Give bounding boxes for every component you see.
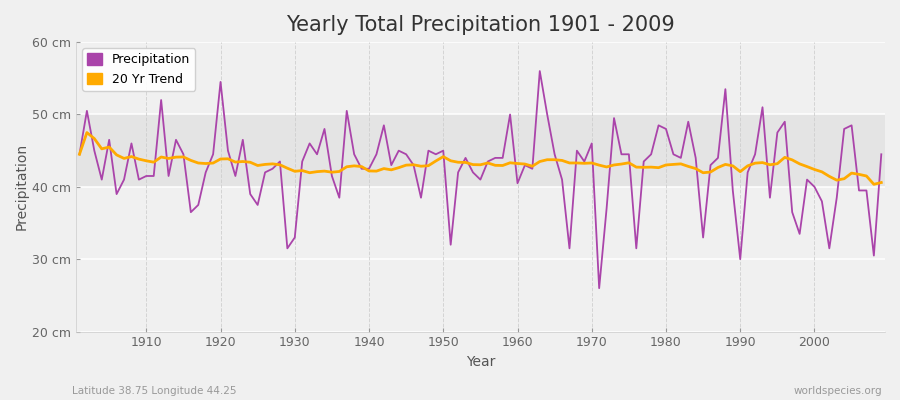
X-axis label: Year: Year [465,355,495,369]
Title: Yearly Total Precipitation 1901 - 2009: Yearly Total Precipitation 1901 - 2009 [286,15,675,35]
Precipitation [297,159,308,164]
20 Yr Trend [868,182,879,187]
Precipitation [616,152,626,157]
Precipitation [341,108,352,113]
Line: Precipitation: Precipitation [79,71,881,288]
Precipitation [74,152,85,157]
20 Yr Trend [519,162,530,166]
20 Yr Trend [349,164,360,168]
20 Yr Trend [608,162,619,167]
Y-axis label: Precipitation: Precipitation [15,143,29,230]
20 Yr Trend [82,130,93,135]
Precipitation [535,69,545,74]
Text: Latitude 38.75 Longitude 44.25: Latitude 38.75 Longitude 44.25 [72,386,237,396]
Legend: Precipitation, 20 Yr Trend: Precipitation, 20 Yr Trend [82,48,195,91]
Precipitation [505,112,516,117]
Precipitation [876,152,886,157]
Precipitation [512,181,523,186]
Precipitation [594,286,605,290]
20 Yr Trend [876,180,886,185]
Line: 20 Yr Trend: 20 Yr Trend [79,132,881,184]
Bar [76,114,885,187]
20 Yr Trend [74,152,85,157]
20 Yr Trend [304,170,315,175]
Text: worldspecies.org: worldspecies.org [794,386,882,396]
Precipitation [133,177,144,182]
20 Yr Trend [512,161,523,166]
20 Yr Trend [141,158,152,163]
